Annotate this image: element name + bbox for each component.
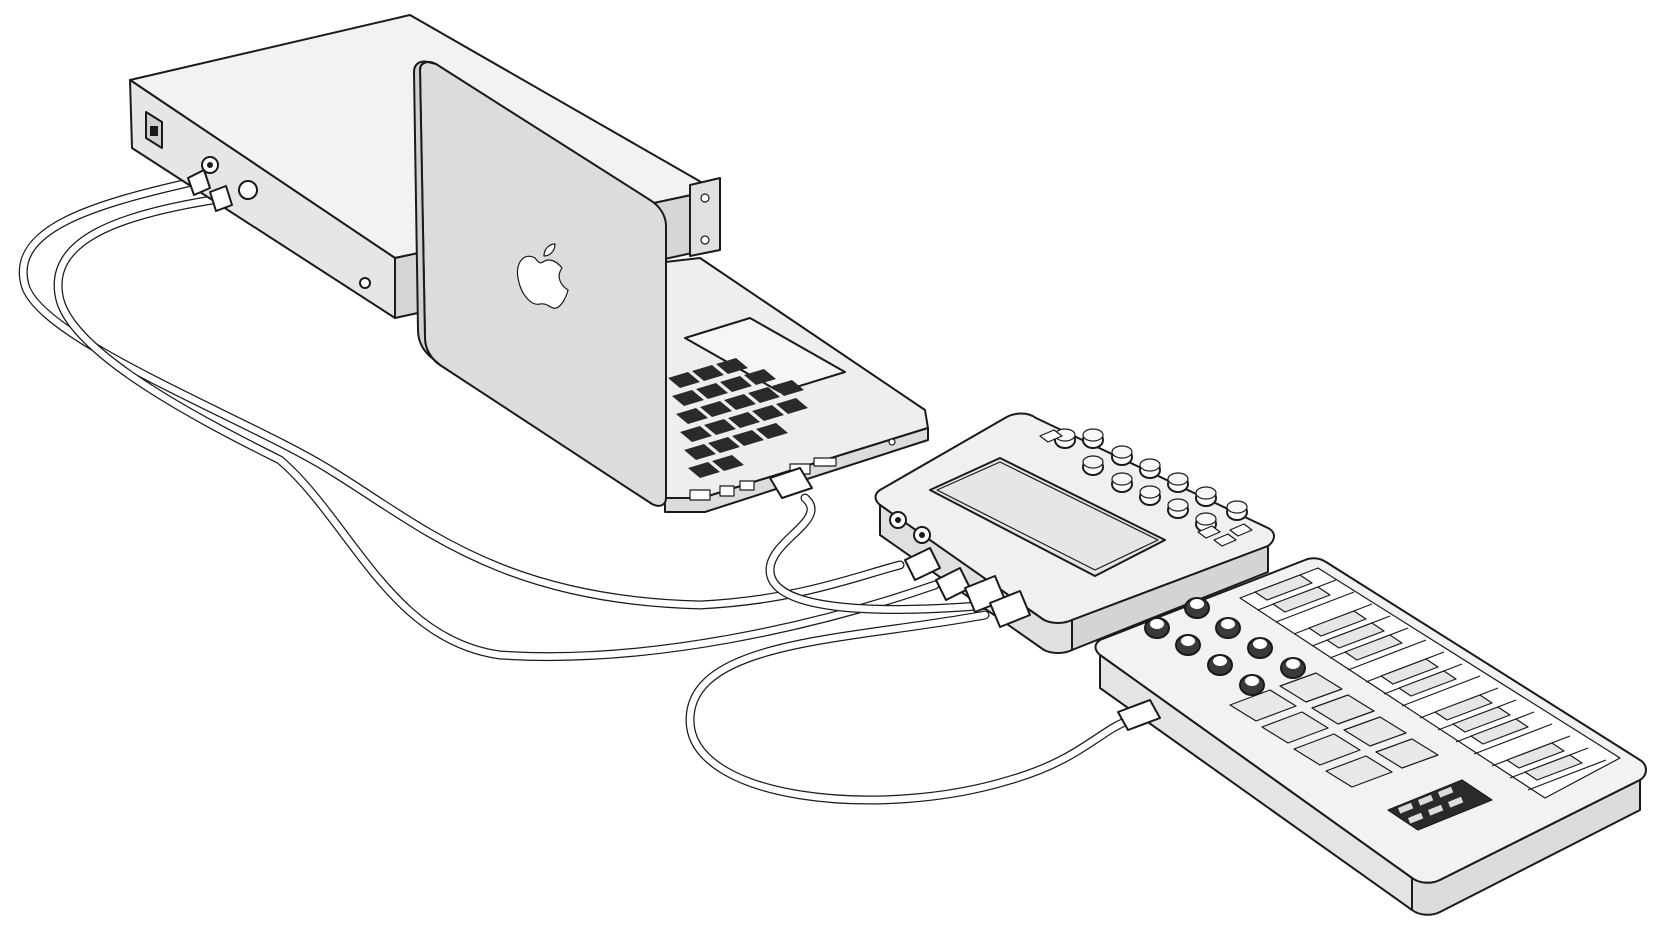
cables — [18, 177, 1135, 805]
usb-plug-laptop — [769, 467, 813, 499]
knob-10 — [1195, 486, 1217, 507]
plug-rack-2 — [209, 185, 233, 212]
knob-4 — [1111, 445, 1133, 466]
keyboard-knobs — [1144, 597, 1306, 696]
cable-rack-to-controller-1 — [18, 177, 905, 610]
touch-pad — [929, 457, 1166, 577]
cable-rack-to-controller-2 — [53, 195, 940, 662]
controller-jack-1 — [889, 511, 907, 529]
knob-7 — [1139, 485, 1161, 506]
knob-6 — [1139, 458, 1161, 479]
knob-2 — [1082, 428, 1104, 449]
screw-icon — [359, 277, 371, 289]
usb-plug-keyboard — [1117, 699, 1161, 731]
kb-knob-6 — [1247, 637, 1273, 659]
laptop-keyboard — [668, 358, 808, 478]
knob-5 — [1111, 472, 1133, 493]
cable-controller-to-keyboard — [685, 610, 1135, 805]
keyboard-pads — [1229, 672, 1439, 788]
knob-1 — [1054, 428, 1076, 449]
kb-knob-2 — [1184, 597, 1210, 619]
keyboard-transport-buttons — [1387, 779, 1493, 831]
knob-8 — [1167, 472, 1189, 493]
laptop-port-display — [739, 480, 755, 491]
jack-output-1 — [201, 156, 219, 174]
kb-knob-1 — [1144, 617, 1170, 639]
kb-knob-3 — [1175, 634, 1201, 656]
kb-knob-5 — [1207, 654, 1233, 676]
controller-buttons — [1039, 429, 1253, 547]
piano-keys — [1239, 567, 1621, 799]
jack-output-2 — [238, 180, 258, 200]
laptop-port-usb-1 — [689, 489, 711, 501]
apple-logo-icon — [516, 243, 569, 309]
power-inlet-icon — [145, 111, 163, 149]
laptop-port-ethernet — [719, 485, 735, 497]
plug-rack-1 — [187, 169, 211, 196]
controller-knobs — [1054, 428, 1248, 533]
cable-laptop-to-controller — [765, 493, 995, 614]
plug-controller-1 — [904, 547, 941, 581]
knob-12 — [1226, 500, 1248, 521]
usb-plug-controller-2 — [989, 590, 1031, 628]
kb-knob-8 — [1280, 657, 1306, 679]
kb-knob-4 — [1215, 617, 1241, 639]
tabletop-controller — [874, 412, 1275, 654]
knob-9 — [1167, 498, 1189, 519]
laptop — [413, 60, 929, 513]
laptop-port-sd — [813, 457, 837, 467]
knob-3 — [1082, 455, 1104, 476]
controller-jack-2 — [913, 526, 931, 544]
midi-keyboard — [1094, 557, 1647, 916]
kb-knob-7 — [1239, 674, 1265, 696]
